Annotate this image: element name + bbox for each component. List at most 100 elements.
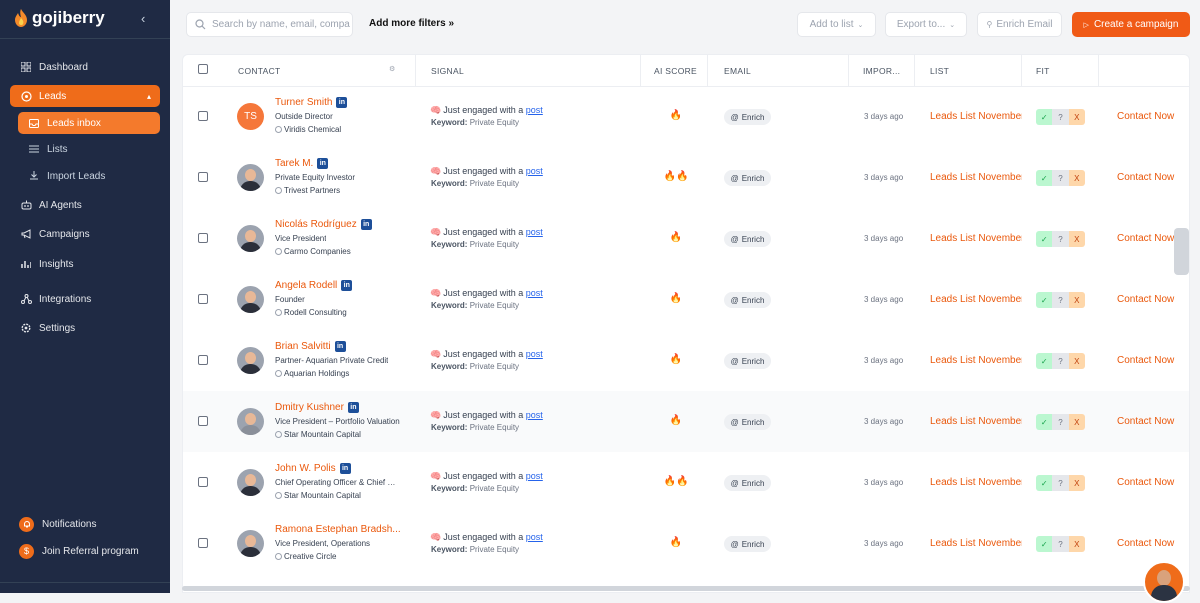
list-link[interactable]: Leads List November <box>930 416 1022 427</box>
fit-no-button[interactable]: X <box>1068 536 1085 552</box>
fit-no-button[interactable]: X <box>1068 109 1085 125</box>
enrich-email-chip[interactable]: @ Enrich <box>724 414 771 430</box>
post-link[interactable]: post <box>525 227 543 237</box>
enrich-email-chip[interactable]: @ Enrich <box>724 231 771 247</box>
column-fit[interactable]: FIT <box>1036 66 1050 76</box>
sidebar-item-integrations[interactable]: Integrations <box>10 288 160 310</box>
fit-no-button[interactable]: X <box>1068 414 1085 430</box>
contact-now-button[interactable]: Contact Now <box>1117 538 1175 549</box>
column-ai-score[interactable]: AI SCORE <box>654 66 698 76</box>
fit-no-button[interactable]: X <box>1068 475 1085 491</box>
fit-maybe-button[interactable]: ? <box>1052 170 1069 186</box>
post-link[interactable]: post <box>525 410 543 420</box>
list-link[interactable]: Leads List November <box>930 233 1022 244</box>
table-row[interactable]: Angela Rodell in Founder Rodell Consultin… <box>183 269 1189 330</box>
linkedin-icon[interactable]: in <box>336 97 348 108</box>
add-to-list-button[interactable]: Add to list ⌄ <box>797 12 876 37</box>
support-chat-avatar[interactable] <box>1143 561 1185 603</box>
fit-maybe-button[interactable]: ? <box>1052 536 1069 552</box>
sidebar-item-leads[interactable]: Leads ▴ <box>10 85 160 107</box>
sidebar-item-leads-inbox[interactable]: Leads inbox <box>18 112 160 134</box>
contact-now-button[interactable]: Contact Now <box>1117 355 1175 366</box>
fit-yes-button[interactable]: ✓ <box>1036 536 1053 552</box>
enrich-email-chip[interactable]: @ Enrich <box>724 353 771 369</box>
contact-now-button[interactable]: Contact Now <box>1117 477 1175 488</box>
contact-name-link[interactable]: Dmitry Kushner in <box>275 402 359 413</box>
post-link[interactable]: post <box>525 532 543 542</box>
sidebar-item-settings[interactable]: Settings <box>10 317 160 339</box>
linkedin-icon[interactable]: in <box>347 402 359 413</box>
post-link[interactable]: post <box>525 166 543 176</box>
post-link[interactable]: post <box>525 471 543 481</box>
fit-maybe-button[interactable]: ? <box>1052 109 1069 125</box>
create-campaign-button[interactable]: ▷ Create a campaign <box>1072 12 1190 37</box>
post-link[interactable]: post <box>525 349 543 359</box>
column-list[interactable]: LIST <box>930 66 950 76</box>
list-link[interactable]: Leads List November <box>930 355 1022 366</box>
list-link[interactable]: Leads List November <box>930 477 1022 488</box>
enrich-email-button[interactable]: ⚲ Enrich Email <box>977 12 1062 37</box>
contact-name-link[interactable]: Angela Rodell in <box>275 280 353 291</box>
referral-program-link[interactable]: $ Join Referral program <box>10 540 160 562</box>
row-checkbox[interactable] <box>198 294 208 304</box>
table-row[interactable]: Tarek M. in Private Equity Investor Trive… <box>183 147 1189 208</box>
table-row[interactable]: Brian Salvitti in Partner- Aquarian Priva… <box>183 330 1189 391</box>
sidebar-item-campaigns[interactable]: Campaigns <box>10 223 160 245</box>
contact-name-link[interactable]: Nicolás Rodríguez in <box>275 219 372 230</box>
fit-yes-button[interactable]: ✓ <box>1036 353 1053 369</box>
linkedin-icon[interactable]: in <box>341 280 353 291</box>
table-row[interactable]: Dmitry Kushner in Vice President – Portfo… <box>183 391 1189 452</box>
contact-now-button[interactable]: Contact Now <box>1117 233 1175 244</box>
fit-yes-button[interactable]: ✓ <box>1036 231 1053 247</box>
column-imported[interactable]: IMPOR... <box>863 66 901 76</box>
linkedin-icon[interactable]: in <box>339 463 351 474</box>
contact-now-button[interactable]: Contact Now <box>1117 416 1175 427</box>
fit-no-button[interactable]: X <box>1068 231 1085 247</box>
contact-now-button[interactable]: Contact Now <box>1117 294 1175 305</box>
list-link[interactable]: Leads List November <box>930 538 1022 549</box>
list-link[interactable]: Leads List November <box>930 294 1022 305</box>
fit-yes-button[interactable]: ✓ <box>1036 292 1053 308</box>
fit-maybe-button[interactable]: ? <box>1052 292 1069 308</box>
horizontal-scrollbar[interactable] <box>182 586 1190 591</box>
column-contact[interactable]: CONTACT <box>238 66 281 76</box>
linkedin-icon[interactable]: in <box>317 158 329 169</box>
sidebar-item-ai-agents[interactable]: AI Agents <box>10 194 160 216</box>
chevron-left-icon[interactable]: ‹ <box>141 11 146 26</box>
contact-name-link[interactable]: John W. Polis in <box>275 463 351 474</box>
sidebar-item-dashboard[interactable]: Dashboard <box>10 56 160 78</box>
contact-now-button[interactable]: Contact Now <box>1117 172 1175 183</box>
column-email[interactable]: EMAIL <box>724 66 752 76</box>
fit-no-button[interactable]: X <box>1068 170 1085 186</box>
row-checkbox[interactable] <box>198 233 208 243</box>
sidebar-item-lists[interactable]: Lists <box>18 138 160 160</box>
row-checkbox[interactable] <box>198 538 208 548</box>
fit-no-button[interactable]: X <box>1068 292 1085 308</box>
row-checkbox[interactable] <box>198 477 208 487</box>
contact-name-link[interactable]: Tarek M. in <box>275 158 329 169</box>
row-checkbox[interactable] <box>198 111 208 121</box>
enrich-email-chip[interactable]: @ Enrich <box>724 475 771 491</box>
fit-maybe-button[interactable]: ? <box>1052 475 1069 491</box>
fit-no-button[interactable]: X <box>1068 353 1085 369</box>
row-checkbox[interactable] <box>198 355 208 365</box>
table-row[interactable]: John W. Polis in Chief Operating Officer … <box>183 452 1189 513</box>
fit-yes-button[interactable]: ✓ <box>1036 414 1053 430</box>
vertical-scrollbar[interactable] <box>1174 228 1189 275</box>
fit-yes-button[interactable]: ✓ <box>1036 170 1053 186</box>
contact-name-link[interactable]: Brian Salvitti in <box>275 341 346 352</box>
contact-now-button[interactable]: Contact Now <box>1117 111 1175 122</box>
post-link[interactable]: post <box>525 288 543 298</box>
fit-maybe-button[interactable]: ? <box>1052 353 1069 369</box>
table-row[interactable]: Ramona Estephan Bradsh... Vice President… <box>183 513 1189 574</box>
list-link[interactable]: Leads List November <box>930 172 1022 183</box>
row-checkbox[interactable] <box>198 172 208 182</box>
fit-yes-button[interactable]: ✓ <box>1036 475 1053 491</box>
contact-name-link[interactable]: Ramona Estephan Bradsh... <box>275 524 401 535</box>
add-more-filters-button[interactable]: Add more filters » <box>369 18 455 29</box>
post-link[interactable]: post <box>525 105 543 115</box>
select-all-checkbox[interactable] <box>198 64 208 74</box>
column-options-icon[interactable]: ⚙ <box>389 66 396 73</box>
enrich-email-chip[interactable]: @ Enrich <box>724 292 771 308</box>
sidebar-item-insights[interactable]: Insights <box>10 253 160 275</box>
